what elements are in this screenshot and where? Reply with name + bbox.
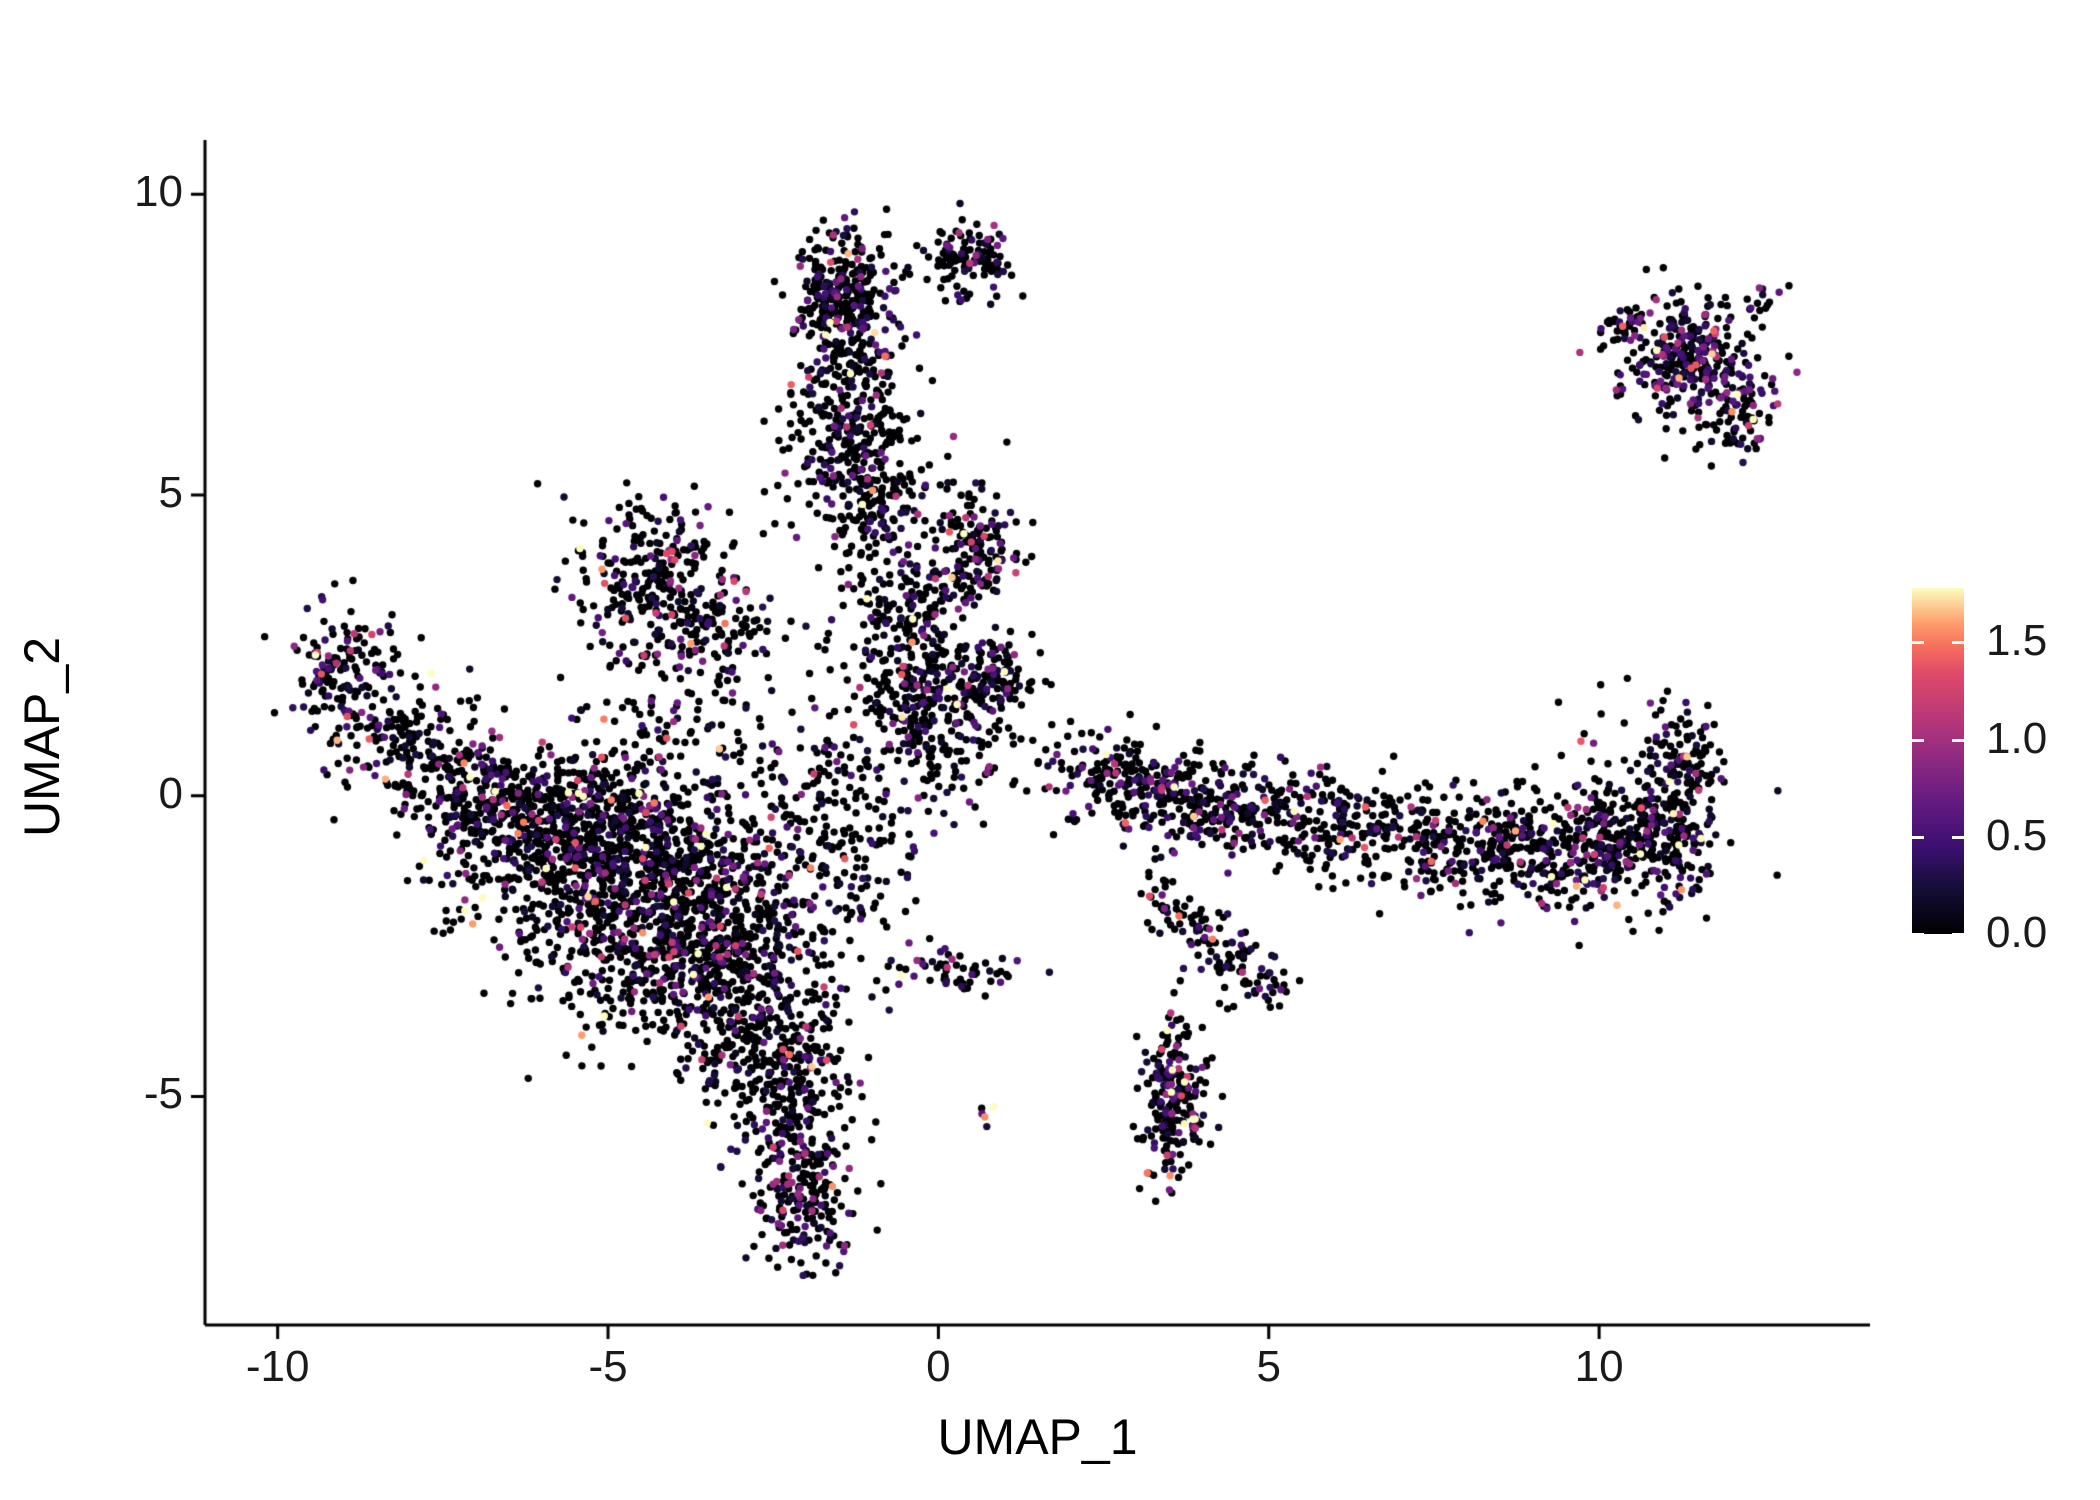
x-tick-label: -10: [245, 1342, 310, 1391]
y-axis-label: UMAP_2: [14, 636, 70, 838]
colorbar-tick-label: 1.5: [1986, 616, 2048, 666]
y-tick-label: -5: [143, 1069, 183, 1119]
colorbar-tick-mark: [1912, 933, 1924, 936]
colorbar-tick-label: 0.5: [1986, 810, 2048, 860]
y-tick-label: 0: [158, 768, 183, 818]
colorbar-tick-mark: [1952, 641, 1964, 645]
colorbar-tick-mark: [1912, 835, 1924, 839]
colorbar-tick-label: 1.0: [1986, 713, 2048, 763]
x-axis-label: UMAP_1: [937, 1409, 1138, 1465]
y-tick-label: 10: [134, 167, 183, 217]
x-tick-label: 10: [1574, 1342, 1624, 1391]
colorbar-tick-mark: [1912, 641, 1924, 645]
colorbar-gradient: [1912, 588, 1964, 934]
colorbar-tick-mark: [1952, 738, 1964, 742]
colorbar-tick-mark: [1912, 738, 1924, 742]
x-tick-label: -5: [588, 1342, 628, 1391]
x-tick-label: 0: [926, 1342, 951, 1391]
colorbar: [1912, 588, 1964, 934]
x-tick-label: 5: [1256, 1342, 1281, 1391]
y-tick-label: 5: [158, 467, 183, 517]
colorbar-tick-mark: [1952, 933, 1964, 936]
colorbar-tick-label: 0.0: [1986, 908, 2048, 957]
colorbar-tick-mark: [1952, 835, 1964, 839]
